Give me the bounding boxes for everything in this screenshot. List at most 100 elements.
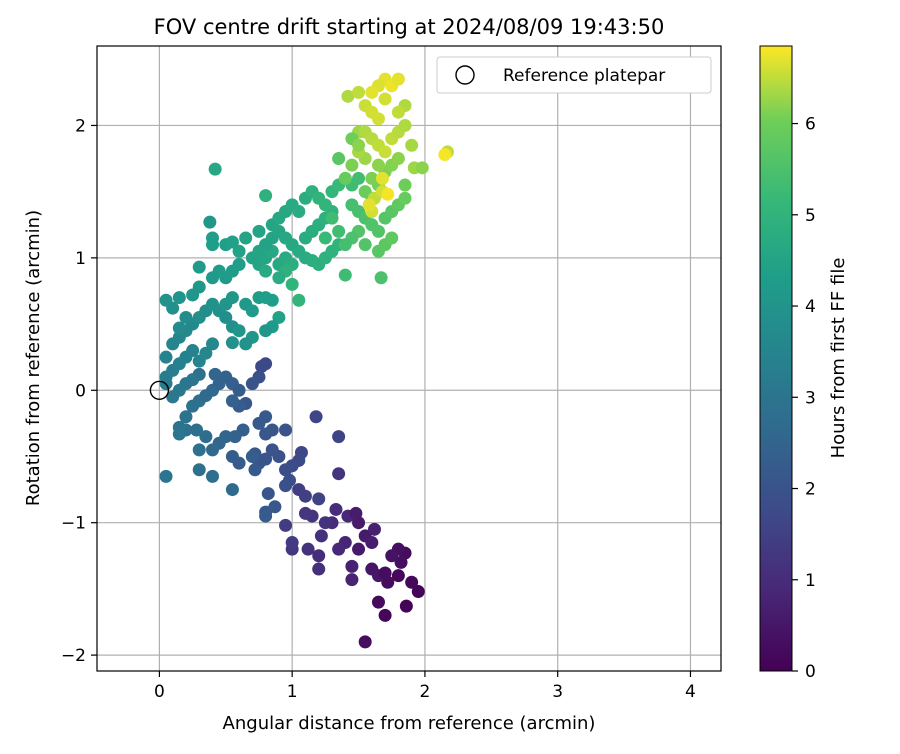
data-point xyxy=(285,277,299,291)
colorbar-label: Hours from first FF file xyxy=(828,258,849,459)
data-point xyxy=(332,542,346,556)
x-tick-label: 1 xyxy=(287,682,298,702)
data-point xyxy=(255,359,269,373)
data-point xyxy=(301,542,315,556)
data-point xyxy=(391,105,405,119)
data-points xyxy=(159,72,455,649)
data-point xyxy=(225,394,239,408)
data-point xyxy=(190,423,204,437)
data-point xyxy=(378,608,392,622)
data-point xyxy=(239,231,253,245)
data-point xyxy=(375,171,389,185)
data-point xyxy=(192,260,206,274)
data-point xyxy=(166,390,180,404)
colorbar-gradient xyxy=(759,45,793,672)
data-point xyxy=(338,268,352,282)
data-point xyxy=(341,89,355,103)
data-point xyxy=(378,92,392,106)
data-point xyxy=(192,443,206,457)
data-point xyxy=(371,112,385,126)
data-point xyxy=(338,171,352,185)
data-point xyxy=(172,291,186,305)
data-point xyxy=(159,350,173,364)
data-point xyxy=(206,231,220,245)
data-point xyxy=(186,344,200,358)
data-point xyxy=(371,224,385,238)
colorbar-tick-label: 6 xyxy=(805,115,816,135)
data-point xyxy=(345,559,359,573)
data-point xyxy=(265,293,279,307)
data-point xyxy=(259,189,273,203)
data-point xyxy=(338,238,352,252)
data-point xyxy=(232,324,246,338)
data-point xyxy=(332,224,346,238)
data-point xyxy=(261,487,275,501)
data-point xyxy=(329,502,343,516)
legend: Reference platepar xyxy=(436,56,712,94)
colorbar-tick-label: 4 xyxy=(805,297,816,317)
data-point xyxy=(405,138,419,152)
data-point xyxy=(232,383,246,397)
data-point xyxy=(239,337,253,351)
data-point xyxy=(292,293,306,307)
y-tick-label: −1 xyxy=(61,514,86,534)
data-point xyxy=(391,152,405,166)
data-point xyxy=(352,138,366,152)
data-point xyxy=(385,549,399,563)
data-point xyxy=(259,264,273,278)
data-point xyxy=(378,566,392,580)
data-point xyxy=(219,310,233,324)
data-point xyxy=(265,443,279,457)
data-point xyxy=(312,492,326,506)
data-point xyxy=(199,346,213,360)
data-point xyxy=(285,536,299,550)
data-point xyxy=(332,430,346,444)
colorbar-tick-label: 1 xyxy=(805,571,816,591)
data-point xyxy=(318,198,332,212)
data-point xyxy=(365,171,379,185)
x-axis-label: Angular distance from reference (arcmin) xyxy=(223,713,596,734)
y-tick-label: 2 xyxy=(75,116,86,136)
x-axis-ticks: 0 1 2 3 4 xyxy=(154,671,696,702)
data-point xyxy=(399,599,413,613)
data-point xyxy=(312,549,326,563)
colorbar-tick-label: 2 xyxy=(805,480,816,500)
data-point xyxy=(367,522,381,536)
data-point xyxy=(378,145,392,159)
data-point xyxy=(398,178,412,192)
x-tick-label: 4 xyxy=(685,682,696,702)
data-point xyxy=(199,430,213,444)
y-tick-label: 0 xyxy=(75,381,86,401)
data-point xyxy=(365,85,379,99)
data-point xyxy=(352,171,366,185)
data-point xyxy=(248,463,262,477)
data-point xyxy=(345,158,359,172)
data-point xyxy=(345,573,359,587)
data-point xyxy=(385,231,399,245)
data-point xyxy=(245,304,259,318)
data-point xyxy=(208,367,222,381)
data-point xyxy=(318,231,332,245)
data-point xyxy=(206,271,220,285)
data-point xyxy=(362,198,376,212)
chart-title: FOV centre drift starting at 2024/08/09 … xyxy=(154,15,665,39)
data-point xyxy=(371,158,385,172)
data-point xyxy=(398,118,412,132)
data-point xyxy=(381,187,395,201)
data-point xyxy=(371,595,385,609)
data-point xyxy=(332,152,346,166)
data-point xyxy=(172,321,186,335)
data-point xyxy=(272,310,286,324)
data-point xyxy=(352,542,366,556)
data-point xyxy=(312,562,326,576)
data-point xyxy=(159,469,173,483)
legend-box xyxy=(436,56,712,94)
data-point xyxy=(206,337,220,351)
data-point xyxy=(159,293,173,307)
reference-platepar-marker xyxy=(149,380,170,400)
data-point xyxy=(365,536,379,550)
data-point xyxy=(438,148,452,162)
data-point xyxy=(172,427,186,441)
